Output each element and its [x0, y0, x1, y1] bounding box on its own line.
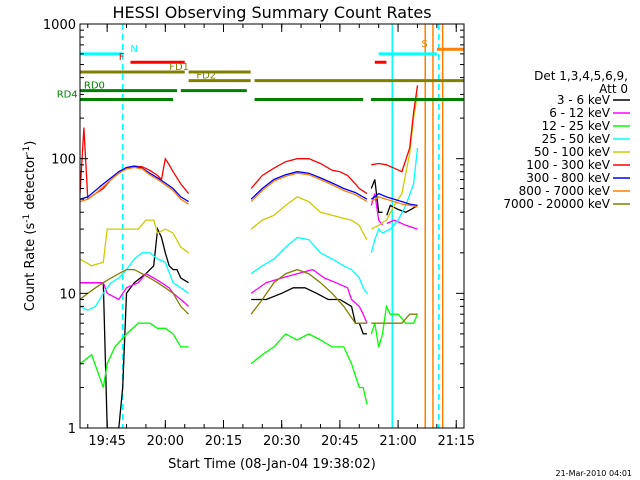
x-axis: 19:45 20:00 20:15 20:30 20:45 21:00 21:15 — [87, 24, 475, 449]
event-vertical-lines — [121, 24, 444, 428]
y-axis-label-close: ) — [23, 141, 38, 146]
series-line-4 — [80, 94, 419, 267]
state-bar-label: RD4 — [57, 90, 78, 101]
x-tick-label: 20:00 — [147, 434, 184, 449]
state-bar-label: FD2 — [196, 71, 216, 82]
legend-label: 6 - 12 keV — [549, 106, 611, 120]
y-axis: 1 10 100 1000 — [43, 18, 464, 437]
x-tick-label: 20:45 — [321, 434, 358, 449]
series-line-0 — [80, 179, 418, 428]
legend-header-line-1: Det 1,3,4,5,6,9, — [534, 69, 628, 83]
y-axis-label-tail: detector — [23, 154, 38, 214]
x-tick-label: 21:00 — [379, 434, 416, 449]
legend-header-line-2: Att 0 — [599, 82, 628, 96]
x-tick-label: 21:15 — [438, 434, 475, 449]
legend-label: 7000 - 20000 keV — [503, 197, 610, 211]
legend-label: 100 - 300 keV — [526, 158, 610, 172]
y-tick-label: 10 — [59, 287, 76, 302]
y-axis-label-sup-2: -1 — [22, 146, 32, 155]
state-bar-label: F — [119, 52, 125, 63]
series-line-8 — [80, 268, 418, 324]
legend-label: 12 - 25 keV — [542, 119, 611, 133]
legend-label: 800 - 7000 keV — [519, 184, 611, 198]
y-axis-label-main: Count Rate (s — [23, 223, 38, 312]
y-axis-label: Count Rate (s-1 detector-1) — [22, 141, 38, 312]
x-tick-label: 19:45 — [88, 434, 125, 449]
plot-frame — [79, 23, 465, 429]
legend-label: 25 - 50 keV — [542, 132, 611, 146]
series-lines — [80, 85, 419, 428]
series-line-1 — [80, 193, 418, 324]
series-line-3 — [80, 147, 419, 311]
y-tick-label: 1 — [68, 422, 76, 437]
legend-label: 50 - 100 keV — [534, 145, 611, 159]
state-bars: NF FD1 FD2 RD0 RD4 S — [57, 39, 464, 102]
y-axis-label-sup: -1 — [22, 214, 32, 223]
legend-label: 3 - 6 keV — [557, 93, 611, 107]
state-bar-label: FD1 — [169, 62, 189, 73]
x-tick-label: 20:15 — [205, 434, 242, 449]
series-line-2 — [80, 304, 419, 405]
chart-title: HESSI Observing Summary Count Rates — [112, 3, 431, 22]
state-bar-label: N — [130, 44, 137, 55]
legend-label: 300 - 800 keV — [526, 171, 610, 185]
y-tick-label: 1000 — [43, 18, 76, 33]
y-tick-label: 100 — [51, 153, 76, 168]
x-axis-label: Start Time (08-Jan-04 19:38:02) — [168, 457, 376, 472]
series-line-6 — [80, 165, 418, 207]
x-tick-label: 20:30 — [263, 434, 300, 449]
state-bar-label: S — [421, 39, 427, 50]
state-bar-label: RD0 — [84, 81, 105, 92]
footer-date: 21-Mar-2010 04:01 — [556, 469, 633, 478]
series-line-5 — [80, 85, 419, 201]
series-line-7 — [80, 166, 418, 208]
